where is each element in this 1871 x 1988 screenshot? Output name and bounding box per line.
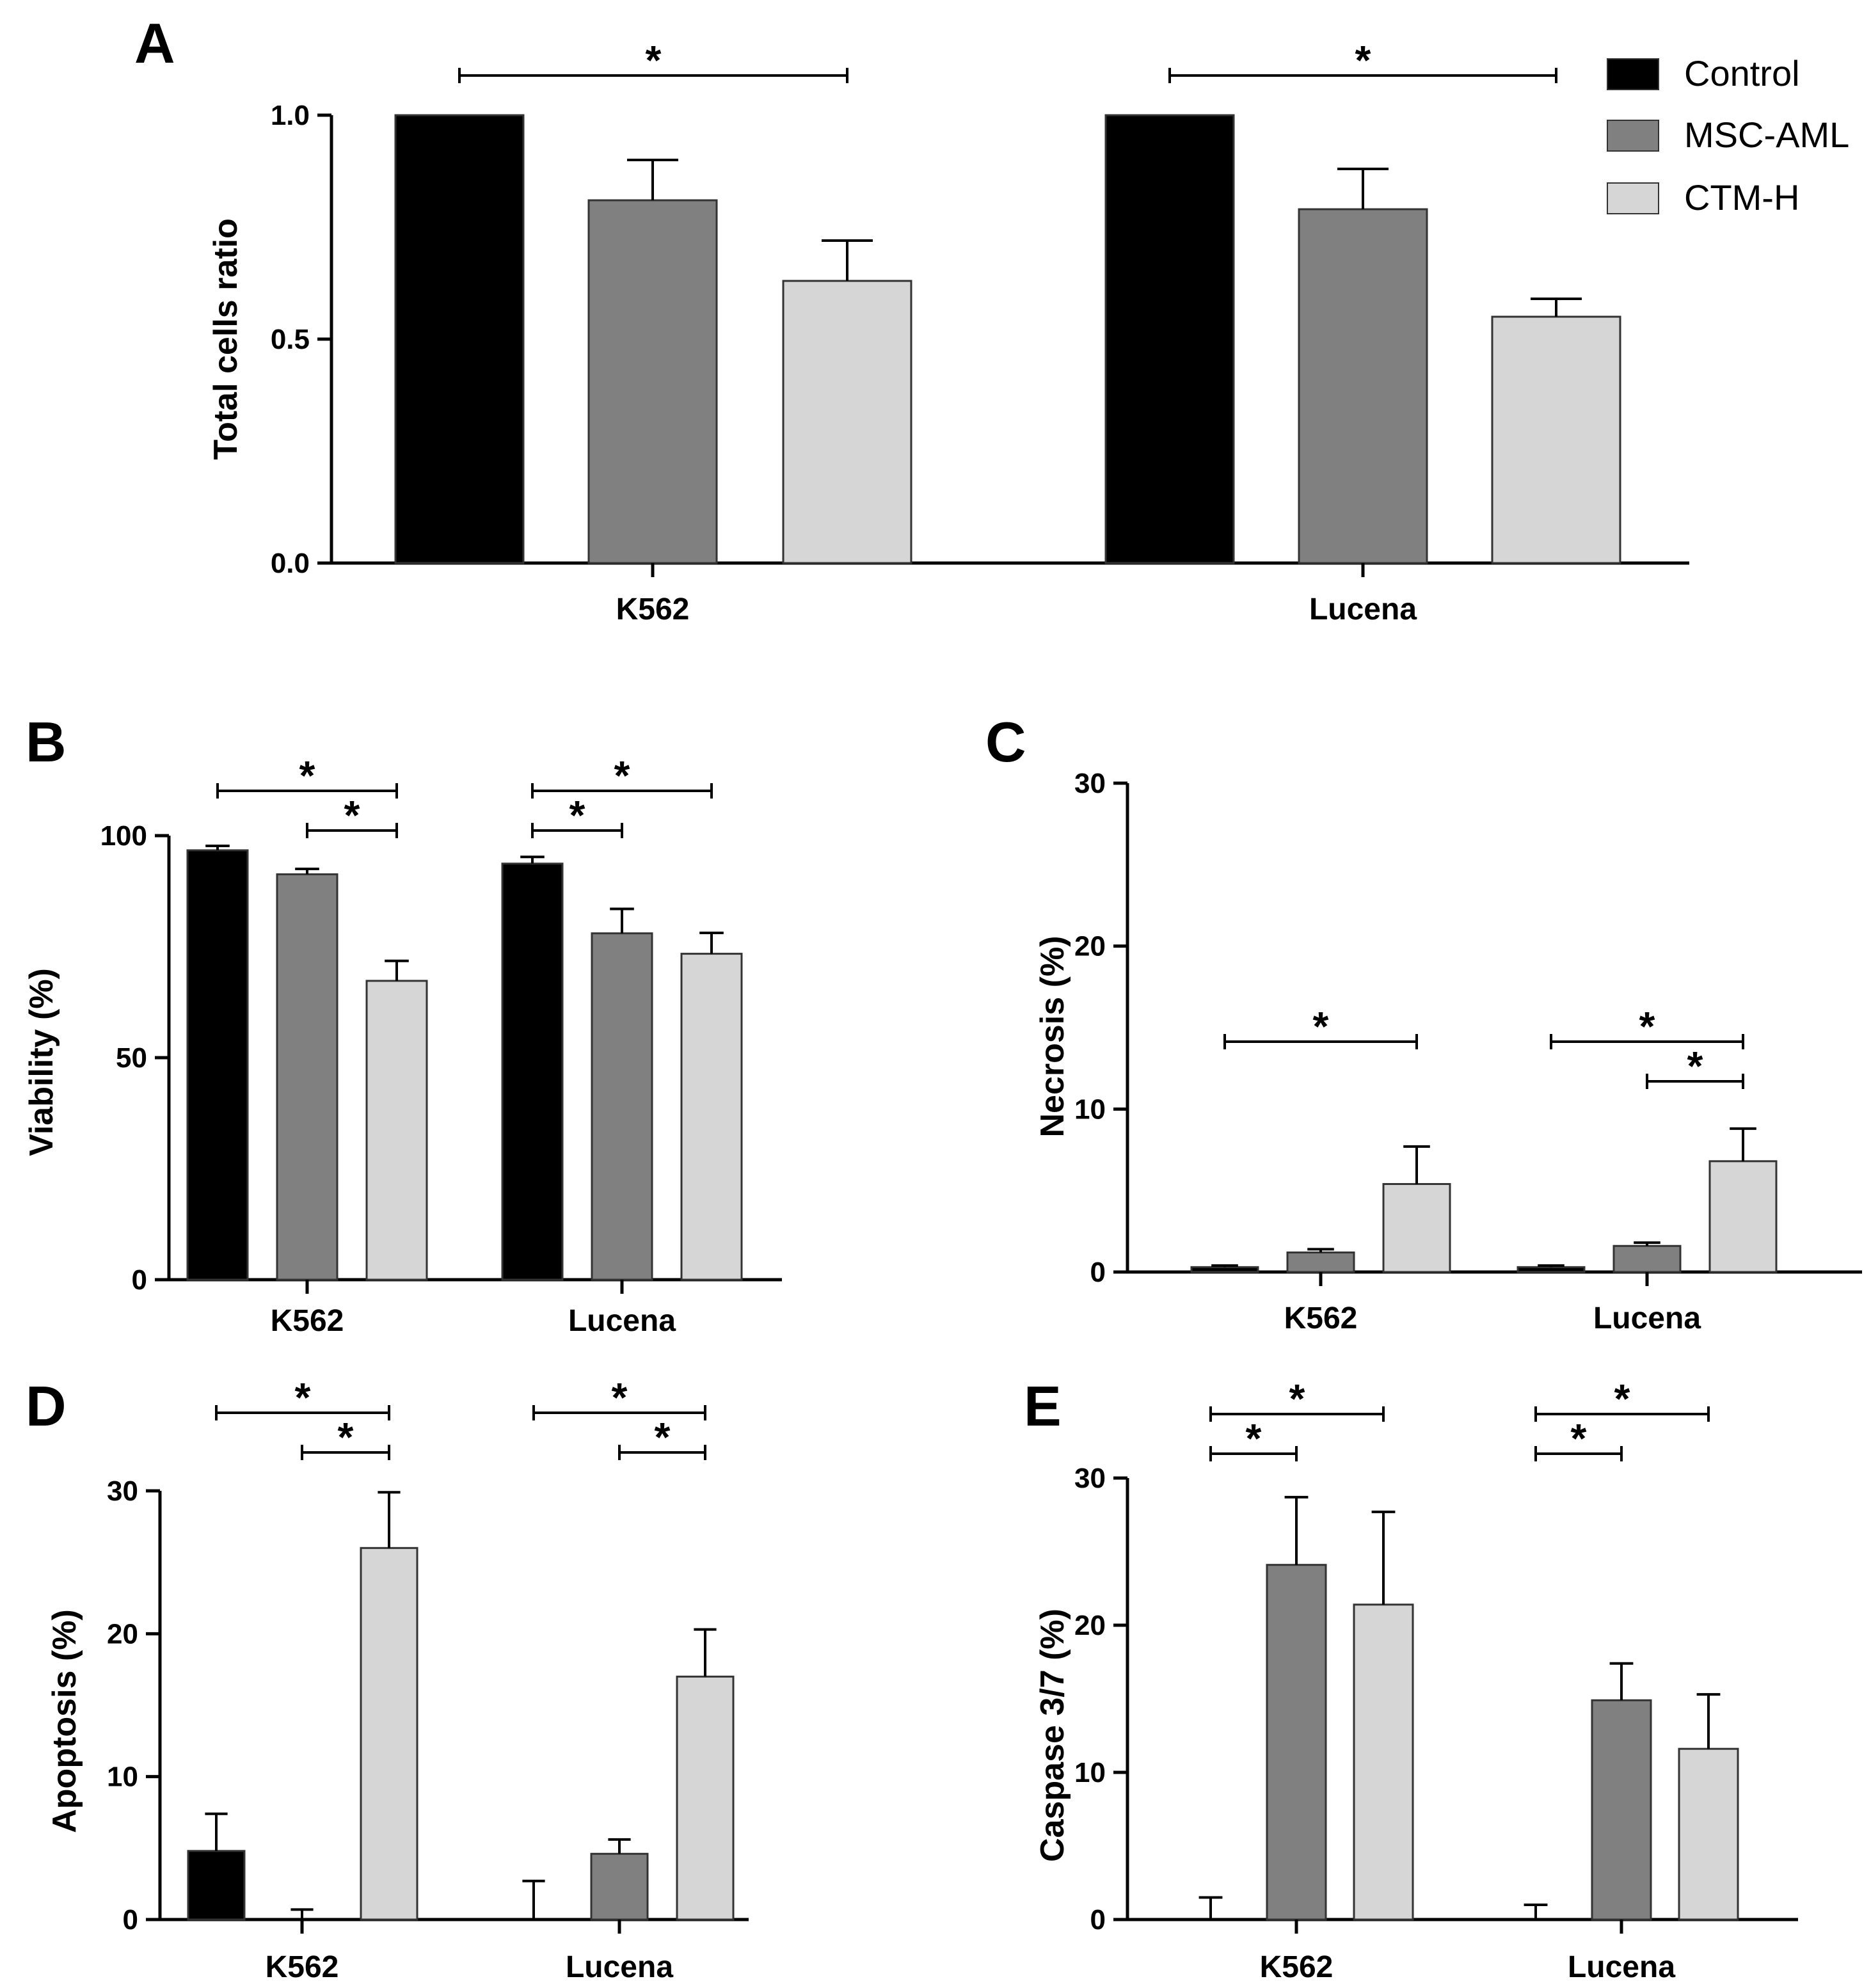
panel-c-k562-control-bar: [1190, 1266, 1259, 1273]
panel-c-category-label: K562: [1284, 1301, 1358, 1335]
panel-b-k562-significance-star: *: [299, 752, 315, 799]
panel-b-y-tick-label: 100: [100, 820, 147, 852]
panel-b-lucena-significance-star: *: [614, 752, 630, 799]
panel-c-lucena-significance-star: *: [1687, 1043, 1703, 1089]
panel-e-letter: E: [1024, 1374, 1062, 1438]
panel-c-category-label: Lucena: [1593, 1301, 1701, 1335]
panel-d-plot: 0 10 20 30 K562 Lucena * * * *: [107, 1374, 749, 1984]
legend-label-control: Control: [1684, 53, 1800, 93]
panel-b-lucena-significance-star: *: [569, 792, 585, 838]
panel-e-category-label: Lucena: [1568, 1950, 1675, 1984]
panel-b-lucena-ctm-h-bar: [680, 953, 743, 1281]
panel-a-y-tick-label: 1.0: [271, 100, 310, 131]
panel-d-y-axis-title: Apoptosis (%): [46, 1609, 83, 1833]
panel-b-y-axis-title: Viability (%): [23, 968, 60, 1156]
legend: Control MSC-AML CTM-H: [1607, 53, 1849, 218]
panel-b-k562-msc-aml-bar: [276, 873, 338, 1281]
panel-a-y-axis-title: Total cells ratio: [207, 218, 244, 460]
legend-label-ctm-h: CTM-H: [1684, 177, 1799, 218]
panel-b-plot: 0 50 100 K562 Lucena * * * *: [100, 752, 782, 1338]
panel-c-y-tick-label: 20: [1074, 931, 1106, 962]
panel-e-k562-ctm-h-bar: [1353, 1603, 1414, 1921]
panel-e-lucena-msc-aml-bar: [1591, 1699, 1652, 1921]
panel-e-y-tick-label: 10: [1074, 1757, 1106, 1788]
panel-a-lucena-significance-star: *: [1355, 37, 1371, 83]
panel-c-lucena-msc-aml-bar: [1612, 1244, 1682, 1273]
panel-c-y-axis-title: Necrosis (%): [1034, 936, 1071, 1138]
panel-b-lucena-control-bar: [501, 863, 564, 1281]
panel-d-k562-significance-star: *: [295, 1374, 311, 1420]
panel-e-y-tick-label: 20: [1074, 1610, 1106, 1641]
panel-b-k562-significance-star: *: [344, 792, 360, 838]
panel-a-letter: A: [134, 12, 175, 75]
panel-a-lucena-ctm-h-bar: [1491, 315, 1621, 564]
panel-d-category-label: Lucena: [566, 1950, 673, 1984]
panel-d-k562-control-bar: [187, 1850, 246, 1921]
panel-d: D 0 10 20 30 K562 Lucena * * * * Apoptosis (%): [26, 1374, 749, 1984]
panel-a-lucena-msc-aml-bar: [1298, 208, 1428, 564]
panel-e-k562-significance-star: *: [1289, 1376, 1305, 1422]
panel-a-k562-significance-star: *: [646, 37, 662, 83]
panel-b-k562-control-bar: [186, 849, 249, 1281]
panel-e-y-tick-label: 30: [1074, 1463, 1106, 1494]
legend-swatch-msc-aml: [1607, 120, 1659, 152]
panel-b: B 0 50 100 K562 Lucena * * * * Viability (%): [23, 710, 782, 1338]
panel-e-plot: 0 10 20 30 K562 Lucena * * * *: [1074, 1376, 1798, 1984]
panel-b-category-label: K562: [271, 1304, 344, 1338]
panel-e-category-label: K562: [1260, 1950, 1334, 1984]
panel-a-y-tick-label: 0.0: [271, 548, 310, 579]
panel-d-y-tick-label: 10: [107, 1761, 138, 1793]
panel-d-lucena-ctm-h-bar: [676, 1675, 735, 1921]
panel-b-y-tick-label: 0: [132, 1264, 147, 1296]
panel-c-k562-significance-star: *: [1313, 1003, 1329, 1049]
panel-a-y-tick-label: 0.5: [271, 324, 310, 355]
panel-e-k562-significance-star: *: [1246, 1415, 1262, 1461]
panel-a-k562-msc-aml-bar: [587, 199, 718, 564]
panel-a-plot: 0.0 0.5 1.0 K562 Lucena * *: [271, 37, 1689, 626]
panel-c-letter: C: [985, 710, 1026, 774]
panel-a-category-label: K562: [616, 592, 690, 626]
panel-d-lucena-significance-star: *: [655, 1414, 671, 1460]
panel-b-letter: B: [26, 710, 67, 774]
panel-b-lucena-msc-aml-bar: [591, 932, 653, 1281]
panel-e-lucena-significance-star: *: [1571, 1415, 1587, 1461]
panel-c-y-tick-label: 0: [1090, 1257, 1106, 1288]
panel-a-category-label: Lucena: [1309, 592, 1417, 626]
panel-c-k562-msc-aml-bar: [1286, 1251, 1355, 1273]
legend-label-msc-aml: MSC-AML: [1684, 115, 1849, 155]
panel-b-k562-ctm-h-bar: [365, 980, 428, 1281]
panel-d-category-label: K562: [266, 1950, 339, 1984]
panel-b-y-tick-label: 50: [116, 1042, 147, 1074]
panel-e-y-axis-title: Caspase 3/7 (%): [1034, 1609, 1071, 1862]
panel-e-lucena-significance-star: *: [1614, 1376, 1630, 1422]
panel-a: A 0.0 0.5 1.0 K562 Lucena * * Total cells rati…: [134, 12, 1689, 626]
panel-d-y-tick-label: 30: [107, 1475, 138, 1507]
panel-c-lucena-ctm-h-bar: [1708, 1160, 1778, 1273]
panel-e: E 0 10 20 30 K562 Lucena * * * * Caspase 3/7 (%): [1024, 1374, 1798, 1984]
panel-d-letter: D: [26, 1374, 67, 1438]
panel-c: C 0 10 20 30 K562 Lucena * * * Necrosis (%): [985, 710, 1862, 1335]
panel-c-k562-ctm-h-bar: [1382, 1182, 1451, 1273]
legend-swatch-control: [1607, 58, 1659, 90]
panel-c-plot: 0 10 20 30 K562 Lucena * * *: [1074, 768, 1862, 1335]
panel-d-y-tick-label: 20: [107, 1618, 138, 1650]
panel-d-lucena-msc-aml-bar: [590, 1852, 649, 1921]
panel-c-y-tick-label: 30: [1074, 768, 1106, 799]
panel-a-lucena-control-bar: [1104, 114, 1235, 564]
panel-c-y-tick-label: 10: [1074, 1093, 1106, 1125]
panel-c-lucena-significance-star: *: [1639, 1003, 1655, 1049]
panel-a-k562-control-bar: [394, 114, 525, 564]
panel-d-y-tick-label: 0: [123, 1904, 138, 1936]
panel-e-k562-msc-aml-bar: [1266, 1564, 1327, 1921]
panel-d-lucena-significance-star: *: [612, 1374, 628, 1420]
panel-e-y-tick-label: 0: [1090, 1904, 1106, 1936]
panel-c-lucena-control-bar: [1517, 1266, 1586, 1273]
panel-d-k562-ctm-h-bar: [360, 1547, 418, 1921]
panel-b-category-label: Lucena: [568, 1304, 676, 1338]
legend-swatch-ctm-h: [1607, 182, 1659, 214]
panel-e-lucena-ctm-h-bar: [1678, 1747, 1739, 1921]
panel-d-k562-significance-star: *: [338, 1414, 354, 1460]
panel-a-k562-ctm-h-bar: [782, 280, 912, 564]
